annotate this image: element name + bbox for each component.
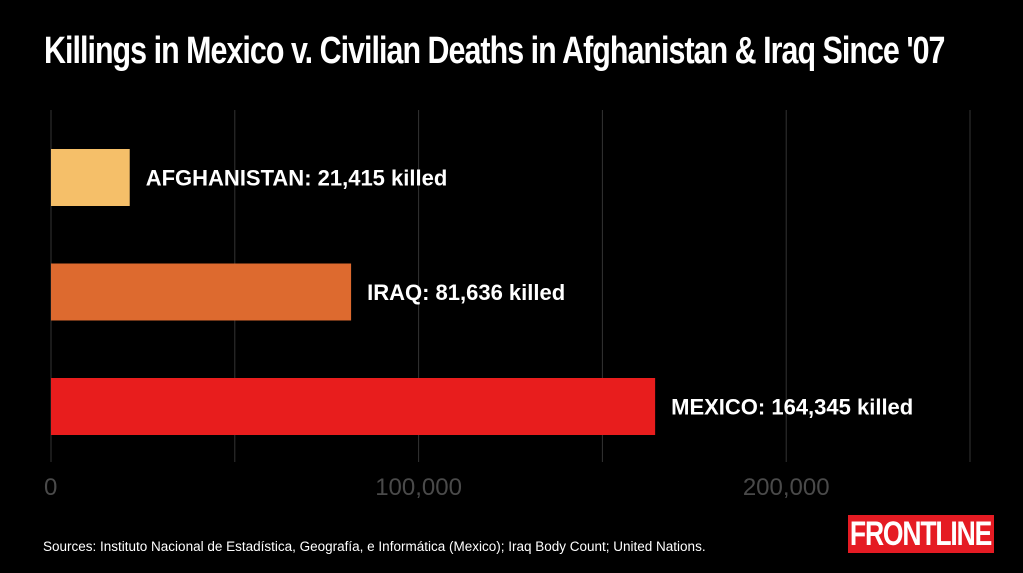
x-tick-label-2: 200,000	[743, 474, 830, 501]
bar-label-iraq: IRAQ: 81,636 killed	[367, 280, 565, 305]
frontline-logo-text: FRONTLINE	[850, 515, 992, 553]
sources-note: Sources: Instituto Nacional de Estadísti…	[43, 539, 706, 554]
bar-label-afghanistan: AFGHANISTAN: 21,415 killed	[146, 166, 448, 191]
x-tick-label-0: 0	[44, 474, 57, 501]
frontline-logo[interactable]: FRONTLINE	[848, 515, 994, 553]
bar-mexico	[51, 378, 656, 435]
x-tick-label-1: 100,000	[375, 474, 462, 501]
bar-afghanistan	[51, 149, 130, 206]
bar-label-mexico: MEXICO: 164,345 killed	[671, 395, 913, 420]
chart-title: Killings in Mexico v. Civilian Deaths in…	[44, 30, 945, 72]
bar-iraq	[51, 263, 352, 321]
bar-chart: AFGHANISTAN: 21,415 killed IRAQ: 81,636 k…	[44, 110, 971, 501]
